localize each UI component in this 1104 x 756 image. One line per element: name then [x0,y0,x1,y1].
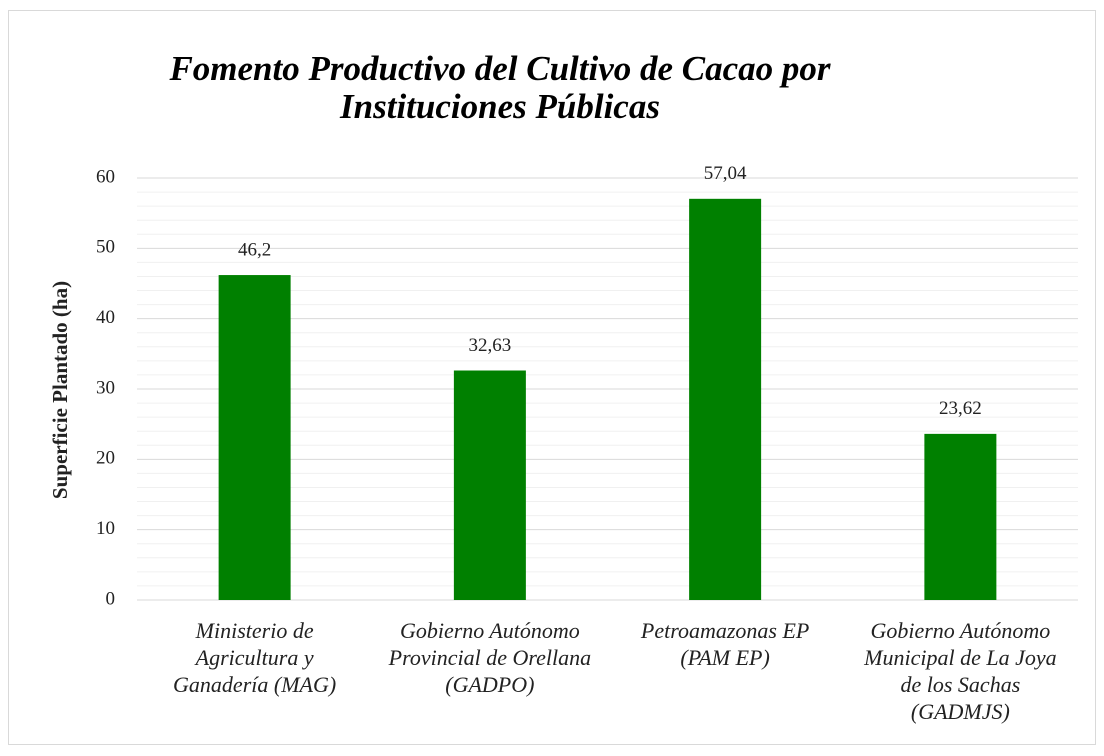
x-tick-label: Ministerio de Agricultura y Ganadería (M… [173,618,337,697]
x-tick-label: Petroamazonas EP (PAM EP) [640,618,810,670]
data-label: 57,04 [704,163,747,184]
y-axis-label: Superficie Plantado (ha) [48,281,72,499]
data-label: 23,62 [939,398,982,419]
y-tick-label: 20 [96,448,115,469]
bar [453,370,526,600]
bar [689,198,762,600]
y-tick-label: 40 [96,307,115,328]
chart-title: Fomento Productivo del Cultivo de Cacao … [169,49,831,126]
y-tick-label: 30 [96,377,115,398]
x-tick-label: Gobierno Autónomo Municipal de La Joya d… [864,618,1057,724]
chart-border [8,10,1096,745]
data-label: 46,2 [238,239,271,260]
x-tick-label: Gobierno Autónomo Provincial de Orellana… [388,618,592,697]
data-label: 32,63 [469,335,512,356]
bar [924,433,997,600]
y-tick-label: 0 [106,588,116,609]
y-tick-label: 60 [96,166,115,187]
y-tick-label: 10 [96,518,115,539]
y-tick-label: 50 [96,237,115,258]
bar [218,275,291,600]
